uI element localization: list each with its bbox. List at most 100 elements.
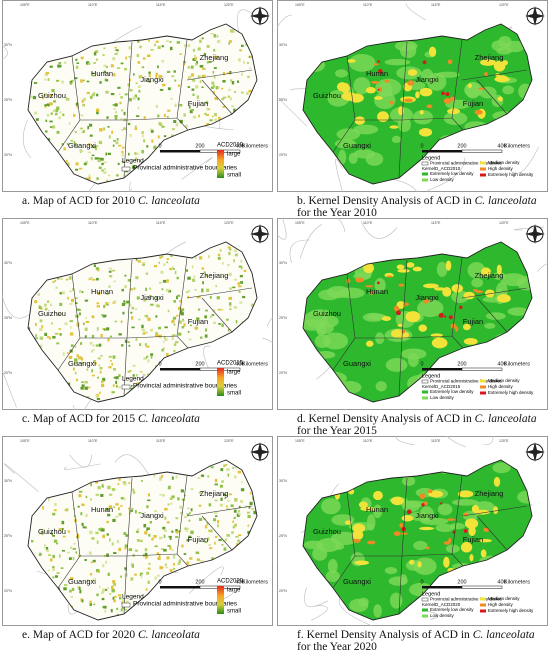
acd-pixel bbox=[123, 301, 127, 305]
density-extreme bbox=[443, 315, 447, 318]
acd-pixel bbox=[65, 159, 68, 162]
acd-pixel bbox=[232, 525, 236, 529]
acd-pixel bbox=[95, 531, 99, 535]
density-high bbox=[483, 527, 490, 532]
acd-pixel bbox=[52, 335, 56, 339]
acd-pixel bbox=[91, 146, 96, 149]
acd-pixel bbox=[75, 297, 78, 300]
density-medium bbox=[336, 82, 348, 92]
density-medium bbox=[412, 266, 422, 272]
acd-pixel bbox=[75, 162, 79, 166]
legend-swatch bbox=[422, 614, 428, 618]
acd-pixel bbox=[114, 103, 118, 107]
legend-swatch bbox=[121, 384, 131, 390]
acd-base bbox=[28, 242, 257, 402]
density-high bbox=[384, 79, 390, 83]
acd-pixel bbox=[105, 302, 108, 306]
acd-pixel bbox=[49, 558, 53, 562]
acd-pixel bbox=[101, 162, 104, 166]
lon-tick: 110°E bbox=[363, 439, 373, 443]
acd-pixel bbox=[132, 364, 136, 367]
acd-pixel bbox=[147, 499, 151, 502]
legend-ramp bbox=[217, 150, 224, 178]
density-medium bbox=[354, 116, 366, 125]
density-medium bbox=[451, 284, 463, 293]
background-boundary bbox=[447, 436, 450, 439]
acd-pixel bbox=[173, 555, 175, 560]
acd-pixel bbox=[110, 92, 115, 96]
acd-pixel bbox=[95, 146, 97, 151]
acd-pixel bbox=[115, 515, 119, 518]
acd-pixel bbox=[168, 535, 172, 538]
density-medium bbox=[481, 267, 492, 277]
acd-pixel bbox=[238, 513, 241, 516]
acd-pixel bbox=[78, 167, 83, 170]
acd-pixel bbox=[239, 500, 244, 503]
acd-pixel bbox=[157, 135, 160, 139]
acd-pixel bbox=[50, 102, 53, 106]
acd-pixel bbox=[75, 314, 79, 318]
acd-pixel bbox=[161, 348, 164, 352]
lat-tick: 25°N bbox=[279, 98, 287, 102]
lat-tick: 20°N bbox=[4, 371, 12, 375]
acd-pixel bbox=[143, 116, 146, 119]
lon-tick: 105°E bbox=[295, 221, 305, 225]
acd-pixel bbox=[123, 497, 126, 501]
acd-pixel bbox=[131, 564, 135, 568]
acd-pixel bbox=[86, 579, 89, 582]
density-medium bbox=[396, 264, 405, 270]
density-medium bbox=[397, 323, 403, 327]
acd-pixel bbox=[249, 501, 253, 506]
density-low bbox=[326, 285, 350, 299]
acd-pixel bbox=[127, 341, 130, 343]
density-low bbox=[384, 58, 411, 66]
map-panel: GuizhouHunanJiangxiZhejiangFujianGuangxi… bbox=[2, 218, 273, 410]
acd-pixel bbox=[196, 60, 198, 65]
acd-pixel bbox=[64, 584, 68, 587]
acd-pixel bbox=[48, 497, 50, 502]
acd-pixel bbox=[166, 261, 169, 264]
province-label: Hunan bbox=[366, 505, 388, 514]
acd-pixel bbox=[75, 361, 78, 364]
acd-pixel bbox=[68, 557, 72, 560]
acd-pixel bbox=[52, 125, 56, 129]
density-medium bbox=[377, 111, 389, 123]
acd-pixel bbox=[43, 93, 47, 96]
acd-pixel bbox=[95, 493, 99, 496]
acd-pixel bbox=[128, 56, 131, 58]
acd-pixel bbox=[178, 559, 181, 564]
acd-pixel bbox=[47, 138, 51, 141]
acd-pixel bbox=[169, 569, 173, 572]
acd-pixel bbox=[89, 603, 92, 606]
acd-pixel bbox=[122, 311, 125, 315]
acd-pixel bbox=[139, 45, 142, 49]
acd-pixel bbox=[105, 79, 109, 82]
acd-pixel bbox=[100, 333, 103, 338]
acd-pixel bbox=[91, 154, 95, 157]
acd-pixel bbox=[206, 522, 209, 526]
acd-pixel bbox=[74, 302, 78, 304]
acd-pixel bbox=[148, 73, 151, 78]
acd-pixel bbox=[32, 95, 37, 100]
acd-pixel bbox=[72, 556, 75, 561]
acd-pixel bbox=[80, 56, 84, 60]
acd-pixel bbox=[109, 538, 111, 542]
acd-pixel bbox=[118, 478, 121, 481]
acd-pixel bbox=[231, 531, 234, 534]
legend-swatch bbox=[422, 396, 428, 400]
acd-pixel bbox=[217, 308, 221, 311]
acd-pixel bbox=[229, 305, 232, 307]
acd-pixel bbox=[194, 63, 198, 66]
acd-pixel bbox=[217, 524, 219, 528]
acd-pixel bbox=[111, 487, 116, 491]
acd-pixel bbox=[99, 391, 101, 394]
acd-pixel bbox=[179, 299, 181, 303]
map-fill bbox=[28, 242, 257, 402]
acd-pixel bbox=[163, 113, 166, 117]
acd-pixel bbox=[241, 481, 243, 484]
lat-tick: 30°N bbox=[279, 479, 287, 483]
acd-pixel bbox=[118, 93, 121, 96]
acd-pixel bbox=[243, 60, 245, 64]
acd-pixel bbox=[43, 544, 46, 548]
scale-bar bbox=[160, 586, 200, 589]
